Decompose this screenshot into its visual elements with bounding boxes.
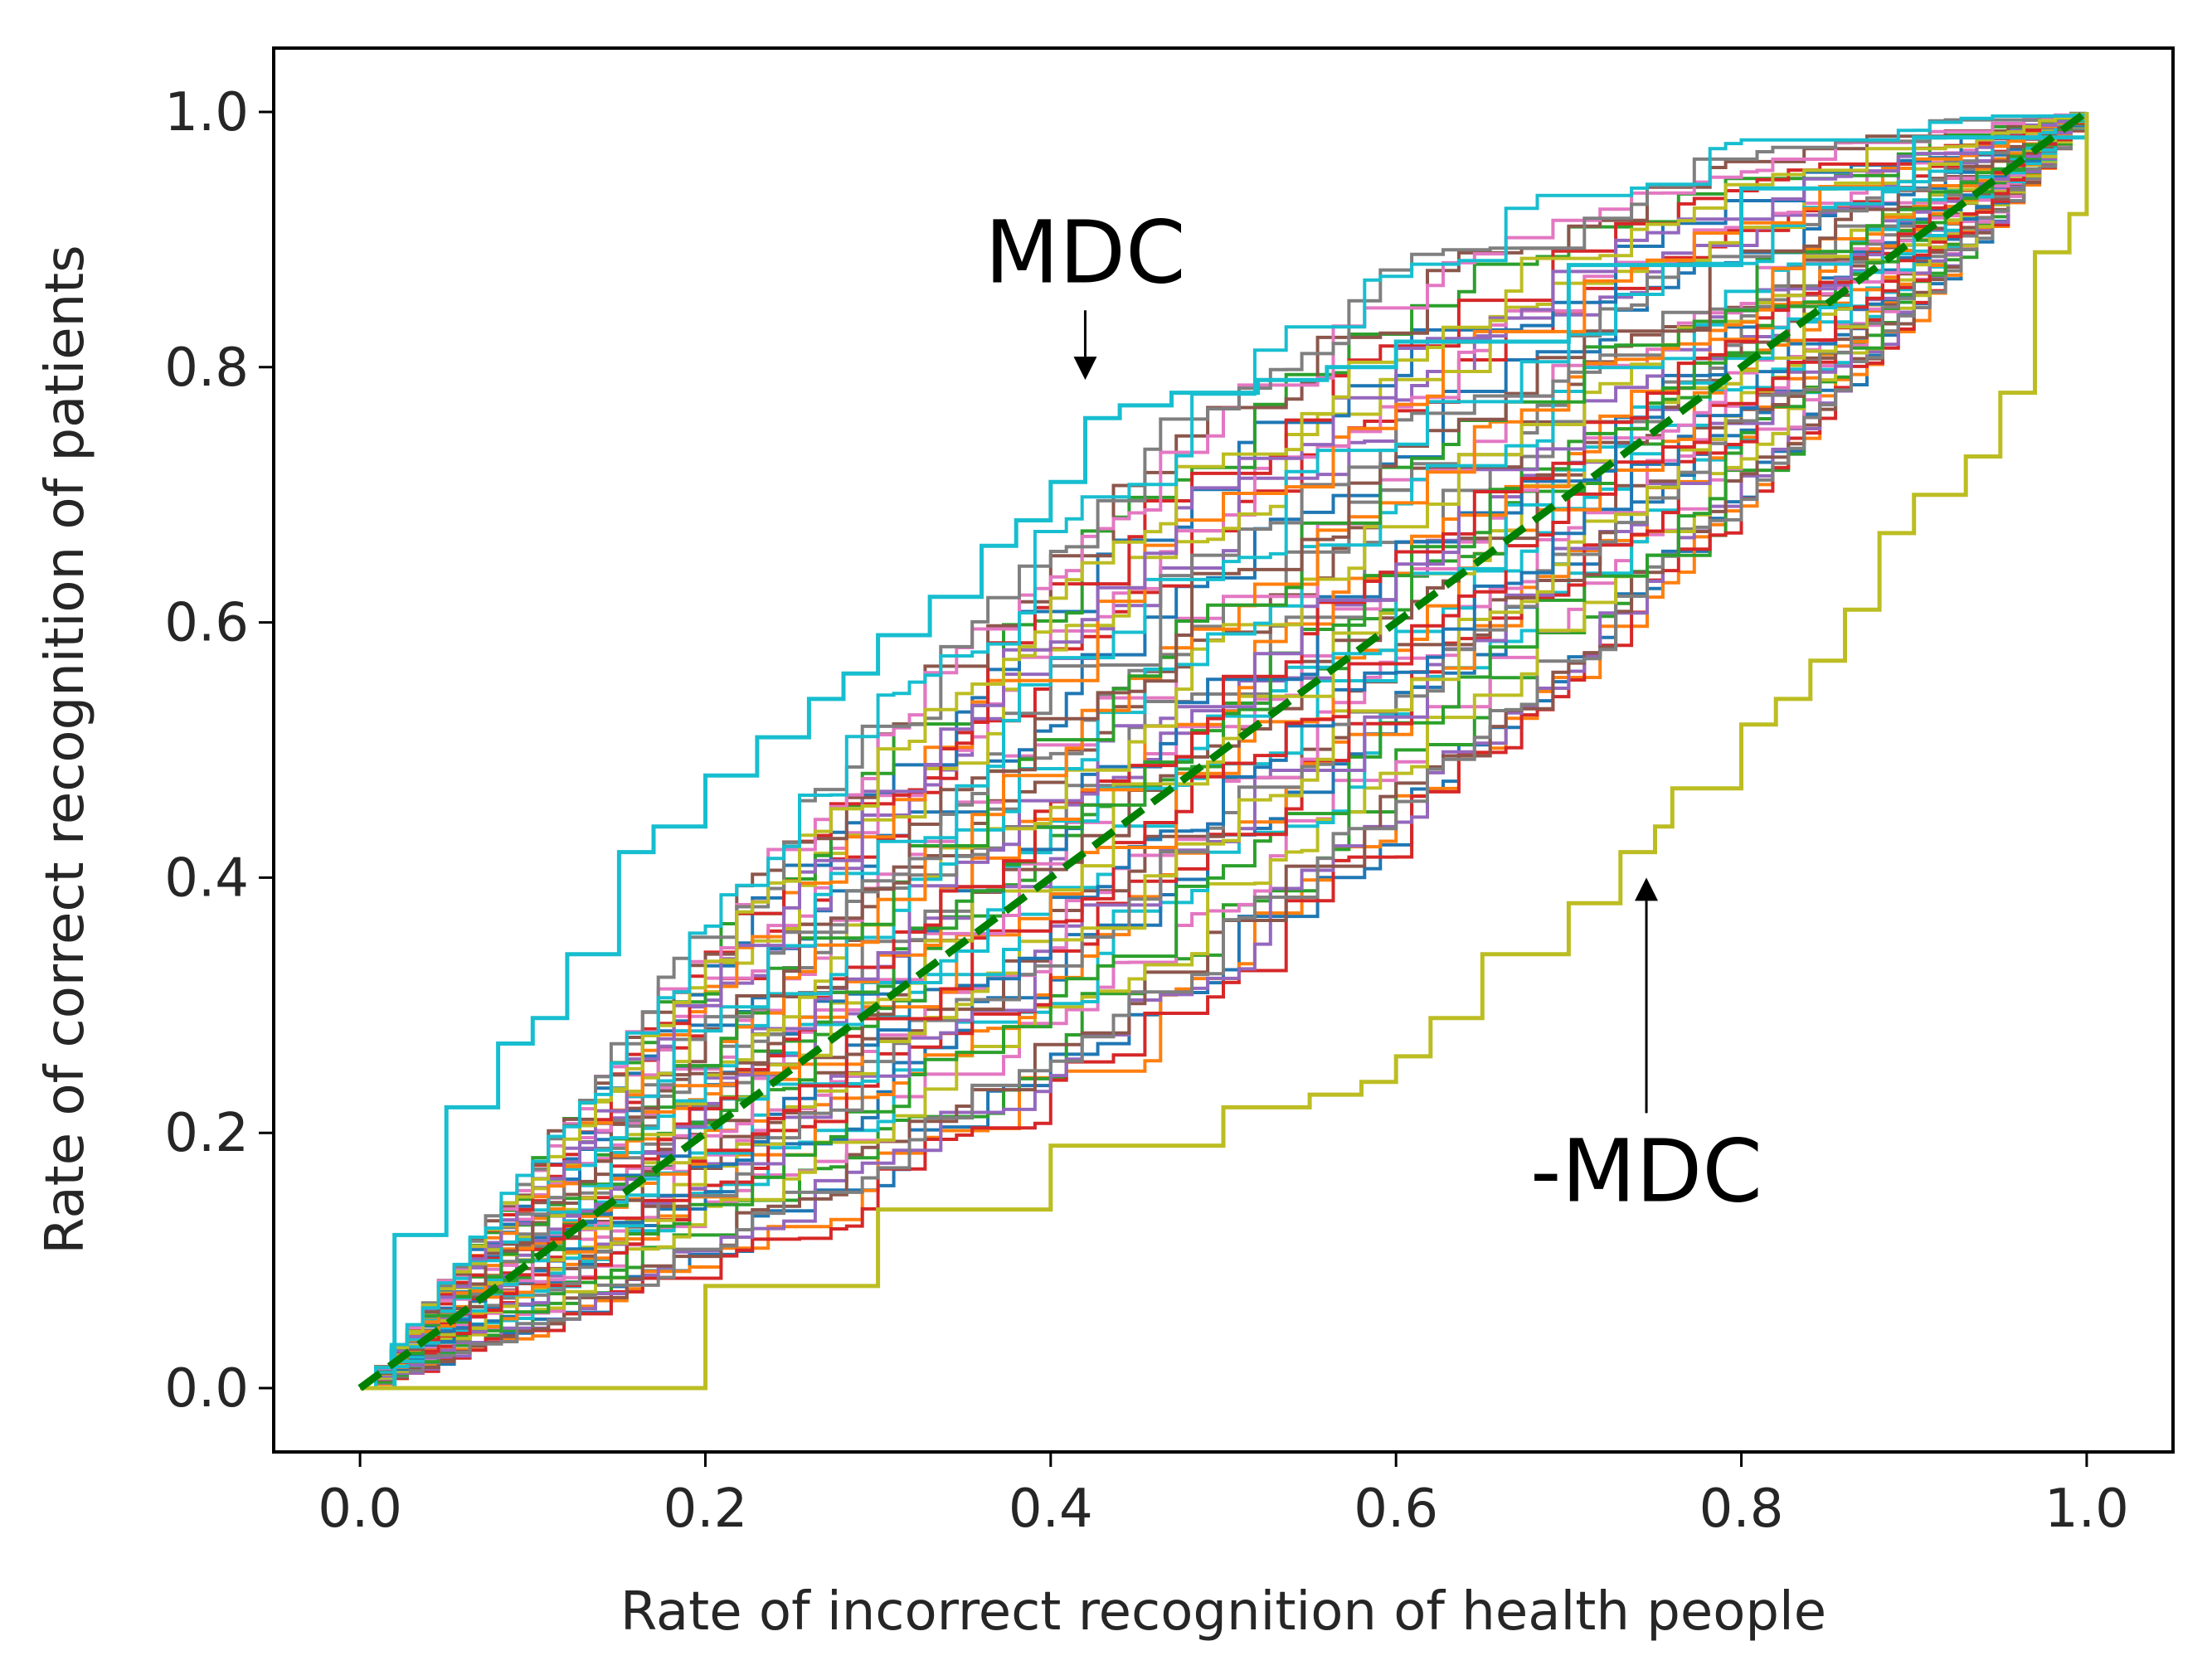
x-tick-label: 1.0: [2044, 1478, 2129, 1540]
roc-curve: [360, 112, 2088, 1390]
plot-frame: [272, 46, 2175, 1454]
y-tick-label: 0.2: [164, 1103, 249, 1164]
chance-diagonal-line: [357, 109, 2089, 1391]
annotation-arrow-head: [1635, 877, 1659, 901]
y-axis-ticks: 0.0 0.2 0.4 0.6 0.8 1.0: [164, 82, 274, 1420]
roc-curve: [360, 112, 2088, 1390]
annotation-label: MDC: [984, 201, 1185, 303]
x-axis-ticks: 0.0 0.2 0.4 0.6 0.8 1.0: [318, 1452, 2129, 1540]
x-tick-label: 0.8: [1699, 1478, 1784, 1540]
y-tick-label: 1.0: [164, 82, 249, 143]
x-tick-label: 0.0: [318, 1478, 402, 1540]
roc-curve: [360, 112, 2088, 1390]
x-tick-label: 0.2: [664, 1478, 748, 1540]
roc-curve: [360, 112, 2088, 1390]
highlighted-roc-curve: [360, 112, 2089, 1391]
roc-curve: [360, 112, 2088, 1390]
x-tick-label: 0.6: [1354, 1478, 1438, 1540]
annotations: MDC -MDC: [984, 201, 1762, 1221]
roc-curve: [360, 112, 2088, 1390]
y-tick-label: 0.6: [164, 593, 249, 654]
x-axis-label: Rate of incorrect recognition of health …: [620, 1581, 1826, 1643]
roc-curve: [360, 112, 2088, 1390]
roc-curve: [360, 112, 2088, 1390]
roc-curve: [360, 112, 2088, 1390]
y-tick-label: 0.4: [164, 847, 249, 909]
roc-curve: [360, 112, 2088, 1390]
y-tick-label: 0.0: [164, 1358, 249, 1420]
highlighted-roc-curve: [360, 112, 2089, 1391]
roc-curve: [360, 112, 2088, 1390]
roc-curve: [360, 112, 2088, 1390]
x-tick-label: 0.4: [1009, 1478, 1093, 1540]
roc-curve: [360, 112, 2088, 1390]
annotation-label: -MDC: [1530, 1120, 1762, 1221]
y-tick-label: 0.8: [164, 337, 249, 399]
y-axis-label: Rate of correct recognition of patients: [35, 245, 96, 1254]
highlighted-curves: [360, 112, 2089, 1391]
annotation-arrow-head: [1073, 357, 1097, 381]
roc-curve: [360, 111, 2088, 1390]
roc-curve: [360, 112, 2088, 1390]
